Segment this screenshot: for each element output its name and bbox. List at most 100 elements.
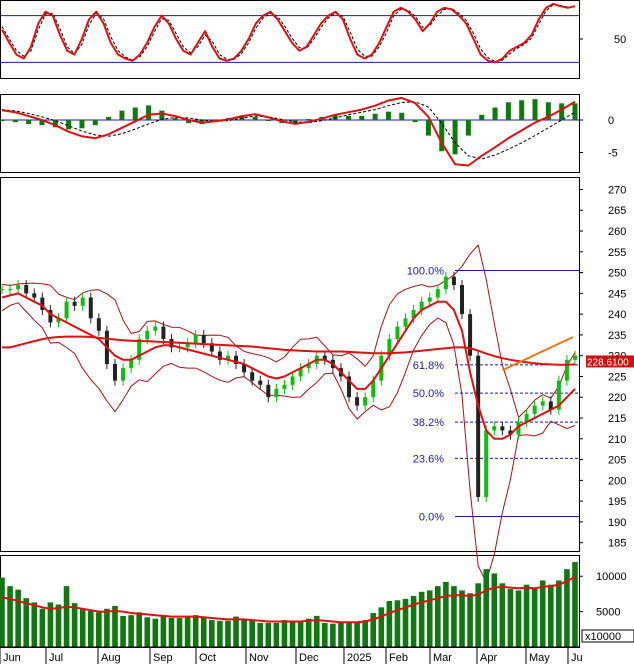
candle-body bbox=[556, 380, 561, 410]
candle-body bbox=[16, 285, 21, 290]
candle-body bbox=[193, 334, 198, 344]
candle-body bbox=[322, 355, 327, 360]
volume-bar bbox=[362, 620, 368, 647]
volume-bar bbox=[7, 586, 13, 647]
candle-body bbox=[112, 364, 117, 381]
candle-body bbox=[137, 339, 142, 360]
macd-histogram-bar bbox=[465, 120, 471, 136]
macd-histogram-bar bbox=[266, 120, 272, 122]
fibonacci-level-label: 23.6% bbox=[413, 453, 444, 465]
candle-body bbox=[371, 380, 376, 398]
candle-body bbox=[500, 426, 505, 431]
candle-body bbox=[242, 364, 247, 373]
volume-tick-label: 5000 bbox=[596, 607, 620, 619]
candle-body bbox=[266, 384, 271, 398]
price-tick-label: 185 bbox=[608, 538, 626, 550]
candle-body bbox=[56, 318, 61, 323]
price-panel-frame bbox=[0, 177, 580, 552]
macd-histogram-bar bbox=[372, 113, 378, 120]
candle-body bbox=[540, 401, 545, 406]
macd-histogram-bar bbox=[519, 100, 525, 120]
volume-bar bbox=[443, 581, 449, 647]
price-tick-label: 225 bbox=[608, 371, 626, 383]
candle-body bbox=[121, 368, 126, 381]
trend-line bbox=[501, 336, 574, 372]
last-price-tag bbox=[586, 355, 634, 368]
candle-body bbox=[460, 285, 465, 315]
macd-histogram-bar bbox=[492, 107, 498, 120]
macd-histogram-bar bbox=[52, 120, 58, 128]
volume-bar bbox=[55, 604, 62, 647]
volume-bar bbox=[257, 622, 264, 647]
volume-bar bbox=[354, 621, 360, 647]
candle-body bbox=[419, 301, 424, 310]
volume-bar bbox=[273, 622, 280, 647]
fibonacci-level-label: 61.8% bbox=[413, 360, 444, 372]
macd-histogram-bar bbox=[146, 105, 152, 120]
macd-histogram-bar bbox=[119, 110, 125, 120]
macd-histogram-bar bbox=[172, 117, 178, 120]
price-tick-label: 215 bbox=[608, 413, 626, 425]
volume-bar bbox=[265, 622, 272, 647]
fast-moving-average-line bbox=[1, 292, 576, 440]
candle-body bbox=[258, 380, 263, 385]
volume-bar bbox=[47, 602, 54, 647]
volume-bar bbox=[547, 584, 554, 647]
volume-bar bbox=[564, 569, 570, 647]
macd-histogram-bar bbox=[79, 120, 85, 129]
candle-body bbox=[8, 289, 13, 291]
macd-histogram-bar bbox=[132, 107, 138, 120]
volume-bar bbox=[459, 590, 465, 647]
macd-histogram-bar bbox=[359, 115, 365, 120]
volume-bar bbox=[249, 620, 255, 647]
volume-bar bbox=[297, 620, 304, 647]
candle-body bbox=[217, 351, 222, 360]
x-axis-month-label: Jun bbox=[3, 652, 21, 664]
volume-bar bbox=[539, 580, 546, 647]
macd-histogram-bar bbox=[505, 102, 511, 120]
x-axis-month-label: Feb bbox=[389, 652, 408, 664]
volume-bar bbox=[225, 620, 231, 647]
volume-bar bbox=[281, 620, 288, 647]
macd-histogram-bar bbox=[385, 111, 391, 120]
candle-body bbox=[548, 401, 553, 410]
macd-histogram-bar bbox=[12, 120, 18, 123]
fibonacci-level-label: 50.0% bbox=[413, 388, 444, 400]
candle-body bbox=[564, 359, 569, 381]
candle-body bbox=[395, 326, 400, 340]
candle-body bbox=[209, 343, 214, 352]
candle-body bbox=[274, 388, 279, 398]
volume-bar bbox=[313, 615, 320, 647]
volume-bar bbox=[491, 573, 498, 647]
volume-bar bbox=[330, 623, 336, 647]
candle-body bbox=[48, 309, 53, 323]
volume-moving-average-line bbox=[1, 576, 576, 624]
macd-histogram-bar bbox=[572, 103, 578, 120]
candle-body bbox=[492, 426, 497, 431]
volume-bar bbox=[200, 617, 207, 647]
candle-body bbox=[250, 372, 255, 381]
volume-bar bbox=[120, 615, 126, 647]
volume-bar bbox=[152, 618, 159, 647]
candle-body bbox=[484, 430, 489, 497]
candle-body bbox=[201, 334, 206, 344]
volume-bar bbox=[322, 622, 328, 647]
volume-bar bbox=[410, 596, 417, 647]
price-tick-label: 250 bbox=[608, 268, 626, 280]
macd-histogram-bar bbox=[66, 120, 72, 130]
volume-bar bbox=[23, 598, 30, 647]
price-tick-label: 205 bbox=[608, 455, 626, 467]
price-tick-label: 265 bbox=[608, 205, 626, 217]
candle-body bbox=[225, 355, 230, 360]
macd-histogram-bar bbox=[399, 112, 405, 120]
macd-histogram-bar bbox=[452, 120, 458, 155]
macd-histogram-bar bbox=[345, 115, 351, 120]
x-axis-month-label: Dec bbox=[299, 652, 319, 664]
macd-histogram-bar bbox=[186, 120, 192, 124]
volume-bar bbox=[15, 589, 21, 647]
candle-body bbox=[411, 309, 416, 319]
volume-bar bbox=[209, 620, 215, 647]
candle-body bbox=[32, 293, 37, 298]
x-axis-month-label: Mar bbox=[433, 652, 452, 664]
macd-histogram-bar bbox=[252, 116, 258, 120]
